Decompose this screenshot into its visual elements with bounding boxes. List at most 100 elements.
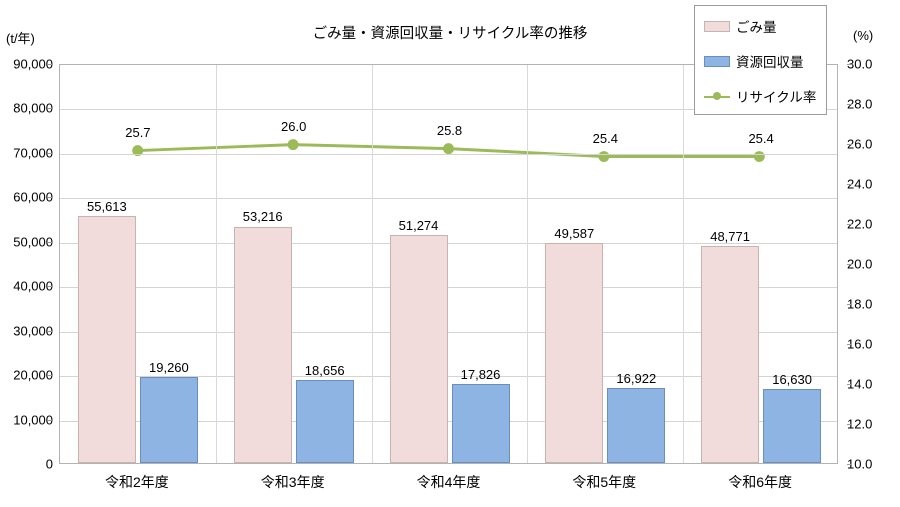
y-axis-tick-label: 20,000: [13, 367, 53, 383]
bar-recover: [295, 380, 354, 463]
y-axis-tick-label: 50,000: [13, 234, 53, 250]
left-y-axis: 0 10,000 20,000 30,000 40,000 50,000 60,000 70,…: [0, 57, 53, 472]
y2-axis-tick-label: 22.0: [847, 216, 873, 232]
x-axis-category-labels: 令和2年度 令和3年度 令和4年度 令和5年度 令和6年度: [59, 472, 838, 502]
x-axis-tick-label: 令和6年度: [728, 474, 792, 490]
chart-title: ごみ量・資源回収量・リサイクル率の推移: [312, 26, 588, 42]
y2-axis-tick-mark: [847, 184, 852, 185]
gridline: [60, 376, 837, 378]
y2-axis-tick-mark: [847, 304, 852, 305]
legend-item-recover: 資源回収量: [704, 51, 804, 71]
y2-axis-tick-mark: [847, 424, 852, 425]
line-data-point: [287, 139, 299, 151]
y2-axis-tick-mark: [847, 104, 852, 105]
y2-axis-tick-label: 24.0: [847, 176, 873, 192]
category-separator: [371, 65, 373, 463]
y2-axis-tick-label: 20.0: [847, 256, 873, 272]
bar-recover: [607, 387, 666, 463]
y-axis-tick-mark: [48, 64, 53, 65]
bar-waste: [77, 215, 136, 463]
line-data-point: [598, 151, 610, 163]
legend-swatch-waste-icon: [704, 20, 730, 32]
y2-axis-tick-label: 26.0: [847, 136, 873, 152]
category-separator: [527, 65, 529, 463]
gridline: [60, 109, 837, 111]
gridline: [60, 420, 837, 422]
y2-axis-tick-label: 12.0: [847, 416, 873, 432]
bar-value-label-waste: 48,771: [710, 229, 750, 245]
x-axis-tick-label: 令和2年度: [104, 474, 169, 490]
y-axis-tick-mark: [48, 419, 53, 421]
gridline: [60, 153, 837, 155]
y-axis-tick-mark: [48, 108, 53, 110]
y2-axis-tick-mark: [847, 144, 852, 145]
legend-label-rate: リサイクル率: [736, 90, 817, 105]
y-axis-tick-label: 80,000: [13, 100, 53, 116]
plot-area: 55,613 19,260 53,216 18,656 51,274 17,826 49,5…: [59, 64, 838, 464]
legend-item-waste: ごみ量: [704, 16, 777, 36]
line-value-label: 26.0: [281, 119, 307, 134]
y2-axis-tick-label: 16.0: [847, 336, 873, 352]
category-separator: [683, 65, 685, 463]
x-axis-tick-label: 令和3年度: [260, 474, 325, 490]
x-axis-tick-label: 令和4年度: [416, 474, 481, 490]
legend-item-rate: リサイクル率: [704, 86, 816, 106]
bar-value-label-recover: 16,630: [772, 372, 812, 388]
y-axis-tick-label: 0: [45, 456, 53, 472]
legend-line-marker-rate-icon: [704, 91, 730, 102]
y2-axis-tick-mark: [847, 224, 852, 225]
bar-waste: [545, 242, 604, 463]
y2-axis-tick-label: 10.0: [847, 456, 873, 472]
bar-value-label-recover: 18,656: [304, 363, 345, 379]
chart-legend: ごみ量 資源回収量 リサイクル率: [694, 5, 827, 115]
line-data-point: [443, 143, 454, 155]
bar-value-label-waste: 53,216: [242, 209, 283, 225]
legend-swatch-recover-icon: [704, 55, 730, 67]
right-y-axis: 10.0 12.0 14.0 16.0 18.0 20.0 22.0 24.0 26.0 28.0…: [847, 57, 900, 472]
x-axis-tick-label: 令和5年度: [572, 474, 637, 490]
y2-axis-tick-label: 30.0: [847, 56, 873, 72]
y2-axis-tick-mark: [847, 464, 852, 465]
y-axis-tick-mark: [48, 197, 53, 199]
y-axis-tick-mark: [48, 330, 53, 332]
bar-value-label-recover: 19,260: [149, 360, 189, 376]
y-axis-tick-mark: [48, 375, 53, 377]
y-axis-tick-label: 30,000: [13, 323, 53, 339]
line-data-point: [753, 151, 765, 163]
y-axis-tick-mark: [48, 286, 53, 288]
gridline: [60, 242, 837, 244]
legend-label-recover: 資源回収量: [736, 55, 804, 70]
y2-axis-tick-label: 14.0: [847, 376, 873, 392]
gridline: [60, 198, 837, 200]
bar-recover: [763, 389, 822, 463]
bar-value-label-recover: 17,826: [460, 366, 501, 382]
left-axis-unit-label: (t/年): [6, 31, 35, 46]
bar-value-label-waste: 51,274: [398, 218, 439, 234]
category-separator: [215, 65, 217, 463]
line-value-label: 25.7: [125, 125, 151, 140]
bar-value-label-waste: 55,613: [87, 198, 127, 214]
right-axis-unit-label: (%): [853, 28, 874, 43]
y2-axis-tick-mark: [847, 64, 852, 65]
y-axis-tick-mark: [48, 152, 53, 154]
bar-waste: [233, 226, 292, 463]
y-axis-tick-label: 70,000: [13, 145, 53, 161]
bar-waste: [389, 235, 448, 463]
y-axis-tick-label: 60,000: [13, 189, 53, 205]
bar-recover: [451, 383, 510, 463]
bar-value-label-recover: 16,922: [616, 370, 657, 386]
line-value-label: 25.4: [592, 131, 618, 146]
bar-value-label-waste: 49,587: [554, 225, 595, 241]
gridline: [60, 287, 837, 289]
y2-axis-tick-label: 28.0: [847, 96, 873, 112]
bar-recover: [139, 377, 198, 463]
y-axis-tick-mark: [48, 241, 53, 243]
line-value-label: 25.4: [748, 131, 774, 146]
y-axis-tick-label: 10,000: [13, 412, 53, 428]
bar-waste: [701, 246, 760, 463]
y2-axis-tick-mark: [847, 344, 852, 345]
legend-label-waste: ごみ量: [736, 20, 777, 35]
y2-axis-tick-mark: [847, 264, 852, 265]
y-axis-tick-label: 90,000: [13, 56, 53, 72]
